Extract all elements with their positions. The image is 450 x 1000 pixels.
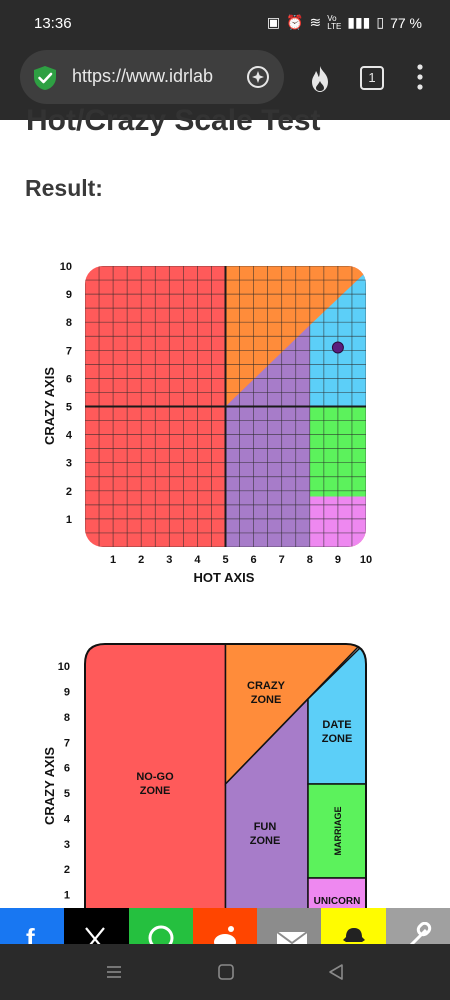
share-bar: f <box>0 908 450 944</box>
x-tick-label: 2 <box>138 554 144 566</box>
title-clip <box>0 120 450 144</box>
diagram-y-axis-label: CRAZY AXIS <box>42 747 57 825</box>
crazy-zone-label-1: CRAZY <box>247 680 286 692</box>
share-x-button[interactable] <box>64 908 129 944</box>
status-bar: 13:36 ▣ ⏰ ≋ Vo LTE ▮▮▮ ▯ 77 % <box>0 0 450 46</box>
battery-percent: 77 % <box>390 14 422 31</box>
diagram-y-tick-label: 7 <box>64 737 70 749</box>
y-tick-label: 1 <box>66 514 72 526</box>
date-zone-label-2: ZONE <box>322 733 353 745</box>
result-heading: Result: <box>25 175 103 201</box>
x-tick-label: 7 <box>279 554 285 566</box>
share-facebook-button[interactable]: f <box>0 908 65 944</box>
diagram-border <box>84 643 367 914</box>
y-tick-label: 9 <box>66 289 72 301</box>
x-icon <box>85 927 106 944</box>
snapchat-icon <box>343 928 366 942</box>
x-tick-label: 10 <box>360 554 372 566</box>
y-tick-label: 5 <box>66 402 72 414</box>
fun-zone <box>224 697 309 914</box>
nfc-icon: ▣ <box>266 14 281 30</box>
result-chart: 1 2 3 4 5 6 7 8 9 10 1 2 3 4 5 6 7 8 9 10 HOT AXIS CRAZY A… <box>42 261 372 585</box>
y-tick-label: 2 <box>66 486 72 498</box>
status-time: 13:36 <box>34 15 72 32</box>
diagram-y-tick-label: 4 <box>64 813 71 825</box>
battery-icon: ▯ <box>376 14 385 30</box>
y-tick-label: 4 <box>66 430 73 442</box>
alarm-icon: ⏰ <box>286 14 304 30</box>
y-tick-label: 6 <box>66 373 72 385</box>
date-zone-label-1: DATE <box>322 719 351 731</box>
email-icon <box>276 931 308 944</box>
tab-switcher-button[interactable]: 1 <box>360 66 384 90</box>
signal-icon: ▮▮▮ <box>347 14 371 30</box>
result-point <box>331 341 344 354</box>
diagram-y-tick-label: 1 <box>64 890 70 902</box>
marriage-zone-label: MARRIAGE <box>333 807 343 856</box>
diagram-y-tick-label: 2 <box>64 864 70 876</box>
x-tick-label: 3 <box>166 554 172 566</box>
diagram-y-tick-labels: 1 2 3 4 5 6 7 8 9 10 <box>58 661 71 901</box>
fun-zone-label-1: FUN <box>254 821 277 833</box>
back-icon[interactable] <box>326 962 346 982</box>
x-tick-label: 1 <box>110 554 116 566</box>
wifi-icon: ≋ <box>309 14 322 30</box>
x-axis-label: HOT AXIS <box>194 570 255 585</box>
y-axis-label: CRAZY AXIS <box>42 367 57 445</box>
x-tick-label: 6 <box>251 554 257 566</box>
x-tick-labels: 1 2 3 4 5 6 7 8 9 10 <box>110 554 372 566</box>
y-tick-label: 3 <box>66 458 72 470</box>
status-icons: ▣ ⏰ ≋ Vo LTE ▮▮▮ ▯ 77 % <box>267 14 422 31</box>
y-tick-label: 7 <box>66 345 72 357</box>
link-icon <box>409 922 431 944</box>
diagram-y-tick-label: 3 <box>64 839 70 851</box>
diagram-y-tick-label: 5 <box>64 788 70 800</box>
x-tick-label: 4 <box>194 554 201 566</box>
no-go-zone-label-2: ZONE <box>140 785 171 797</box>
page-title: Hot/Crazy Scale Test <box>26 104 321 137</box>
diagram-y-tick-label: 8 <box>64 712 70 724</box>
network-label: Vo LTE <box>327 13 342 31</box>
y-tick-label: 10 <box>60 261 72 273</box>
recent-apps-icon[interactable] <box>104 962 124 982</box>
x-tick-label: 9 <box>335 554 341 566</box>
whatsapp-icon <box>148 925 174 944</box>
share-reddit-button[interactable] <box>192 908 258 944</box>
no-go-zone <box>85 644 227 914</box>
diagram-y-tick-label: 6 <box>64 763 70 775</box>
no-go-zone-label-1: NO-GO <box>136 771 174 783</box>
unicorn-zone-label: UNICORN <box>314 896 361 907</box>
menu-dots-icon[interactable] <box>417 64 423 90</box>
y-tick-labels: 1 2 3 4 5 6 7 8 9 10 <box>60 261 73 526</box>
crazy-zone-label-2: ZONE <box>251 694 282 706</box>
fun-zone-label-2: ZONE <box>250 835 281 847</box>
reddit-icon <box>213 926 236 944</box>
facebook-icon: f <box>26 923 35 944</box>
address-bar[interactable]: https://www.idrlab <box>20 50 284 104</box>
zone-diagram: NO-GO ZONE CRAZY ZONE FUN ZONE DATE ZONE… <box>42 643 367 914</box>
x-tick-label: 5 <box>222 554 228 566</box>
date-zone <box>307 644 366 785</box>
share-copy-link-button[interactable] <box>385 908 450 944</box>
diagram-y-tick-label: 9 <box>64 687 70 699</box>
flame-icon[interactable] <box>305 64 335 94</box>
y-tick-label: 8 <box>66 317 72 329</box>
x-tick-label: 8 <box>307 554 313 566</box>
system-navigation-bar <box>0 944 450 1000</box>
url-text[interactable]: https://www.idrlab <box>72 66 214 86</box>
share-email-button[interactable] <box>257 908 322 944</box>
secure-shield-icon <box>34 66 56 90</box>
share-snapchat-button[interactable] <box>321 908 386 944</box>
browser-toolbar: https://www.idrlab 1 <box>0 46 450 120</box>
share-whatsapp-button[interactable] <box>128 908 193 944</box>
home-icon[interactable] <box>216 962 236 982</box>
assistant-icon[interactable] <box>246 65 270 89</box>
svg-text:f: f <box>26 923 35 944</box>
diagram-y-tick-label: 10 <box>58 661 70 673</box>
